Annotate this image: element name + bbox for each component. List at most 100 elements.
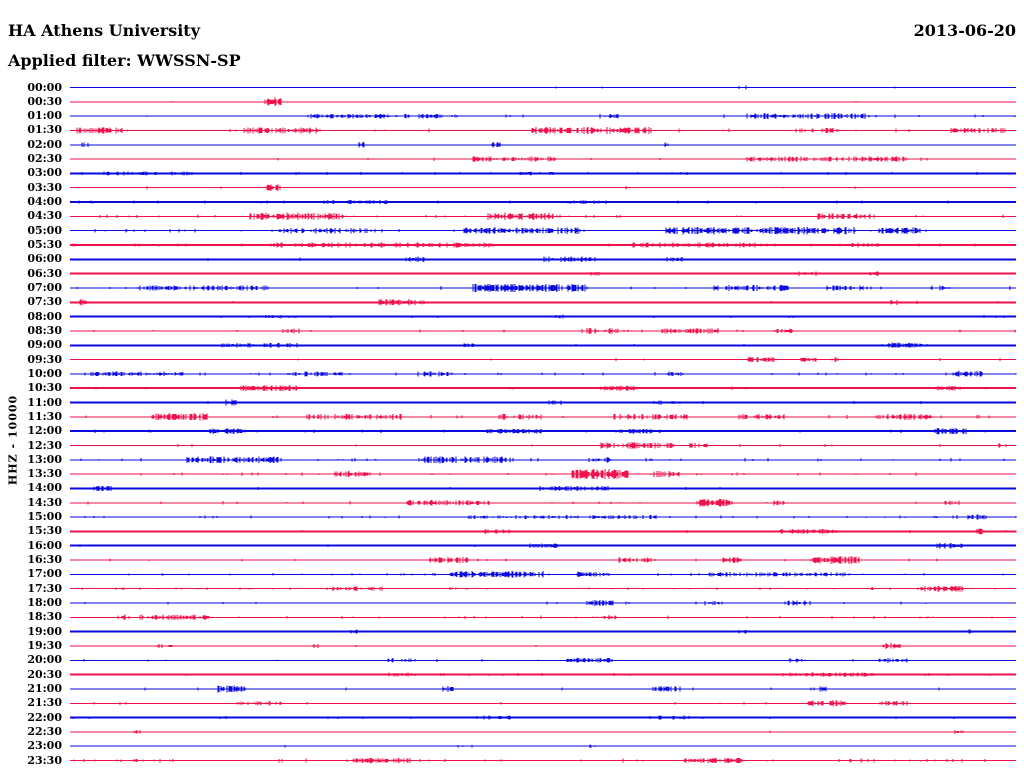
trace-time-label: 05:00 [27, 223, 62, 237]
seismic-trace-noise [79, 299, 1013, 306]
seismic-trace-noise [109, 556, 938, 565]
seismic-trace-noise [93, 328, 1016, 334]
trace-time-label: 18:30 [27, 610, 62, 624]
trace-time-label: 16:30 [27, 553, 62, 567]
applied-filter-label: Applied filter: WWSSN-SP [8, 51, 241, 70]
trace-time-label: 14:30 [27, 495, 62, 509]
seismic-trace-noise [144, 685, 940, 693]
seismic-trace-noise [177, 672, 1011, 677]
seismic-trace-noise [85, 413, 990, 421]
seismic-trace-noise [84, 600, 1009, 607]
seismic-trace-noise [79, 171, 995, 176]
trace-time-label: 05:30 [27, 238, 62, 252]
trace-time-label: 12:00 [27, 424, 62, 438]
trace-time-label: 03:00 [27, 166, 62, 180]
seismic-trace-noise [297, 356, 1001, 363]
seismic-trace-noise [105, 629, 974, 634]
trace-time-label: 08:00 [27, 309, 62, 323]
seismic-trace-noise [85, 399, 922, 406]
station-title: HA Athens University [8, 21, 200, 40]
seismic-trace-noise [171, 97, 857, 107]
seismic-trace-noise [301, 528, 1017, 535]
seismic-trace-noise [94, 428, 986, 435]
trace-time-label: 07:00 [27, 280, 62, 294]
seismic-trace-noise [72, 715, 1001, 720]
trace-time-label: 04:30 [27, 209, 62, 223]
seismic-trace-noise [84, 371, 1017, 377]
trace-time-label: 01:30 [27, 123, 62, 137]
seismic-trace-noise [146, 184, 856, 191]
trace-time-label: 00:30 [27, 94, 62, 108]
trace-time-label: 06:30 [27, 266, 62, 280]
seismic-trace-noise [87, 499, 960, 507]
seismic-trace-noise [128, 571, 1004, 578]
trace-time-label: 23:30 [27, 753, 62, 767]
trace-time-label: 03:30 [27, 180, 62, 194]
trace-time-label: 15:00 [27, 510, 62, 524]
trace-time-label: 22:00 [27, 710, 62, 724]
seismic-trace-noise [117, 614, 993, 620]
trace-time-label: 10:30 [27, 381, 62, 395]
seismic-trace-noise [81, 142, 669, 148]
trace-time-label: 09:30 [27, 352, 62, 366]
trace-time-label: 17:00 [27, 567, 62, 581]
trace-time-label: 18:00 [27, 596, 62, 610]
record-date: 2013-06-20 [913, 21, 1016, 40]
seismic-trace-noise [93, 700, 908, 707]
trace-time-label: 21:00 [27, 681, 62, 695]
trace-time-label: 09:00 [27, 338, 62, 352]
trace-time-label: 06:00 [27, 252, 62, 266]
seismic-trace-noise [133, 729, 964, 734]
trace-time-label: 07:30 [27, 295, 62, 309]
seismic-trace-noise [76, 126, 1006, 134]
trace-time-label: 02:30 [27, 152, 62, 166]
trace-time-label: 11:00 [27, 395, 62, 409]
seismic-trace-noise [140, 469, 917, 480]
seismic-trace-noise [72, 242, 1007, 248]
seismic-trace-noise [91, 113, 1016, 120]
seismic-trace-noise [277, 156, 928, 162]
trace-time-label: 15:30 [27, 524, 62, 538]
trace-time-label: 12:30 [27, 438, 62, 452]
seismic-trace-noise [83, 657, 908, 663]
seismic-trace-noise [70, 212, 1004, 221]
trace-time-label: 19:00 [27, 624, 62, 638]
trace-time-label: 20:00 [27, 653, 62, 667]
seismic-trace-noise [284, 744, 596, 748]
seismic-trace-noise [157, 643, 901, 649]
trace-time-label: 11:30 [27, 409, 62, 423]
trace-time-label: 00:00 [27, 80, 62, 94]
trace-time-label: 01:00 [27, 109, 62, 123]
trace-time-label: 19:30 [27, 638, 62, 652]
seismic-trace-noise [531, 271, 879, 276]
seismic-trace-noise [142, 314, 1006, 319]
trace-time-label: 13:30 [27, 467, 62, 481]
trace-time-label: 02:00 [27, 137, 62, 151]
seismic-trace-noise [79, 543, 963, 549]
seismic-trace-noise [81, 585, 996, 592]
seismic-trace-noise [78, 200, 987, 205]
trace-time-label: 08:30 [27, 323, 62, 337]
seismic-trace-noise [207, 256, 822, 262]
seismic-trace-noise [95, 385, 987, 391]
trace-time-label: 14:00 [27, 481, 62, 495]
seismic-trace-noise [80, 456, 1005, 464]
trace-time-label: 21:30 [27, 696, 62, 710]
seismic-trace-noise [73, 757, 986, 764]
seismic-trace-noise [93, 485, 954, 492]
trace-time-label: 22:30 [27, 724, 62, 738]
time-labels: 00:00 00:30 01:00 01:30 02:00 02:30 03:00 03:30… [0, 0, 62, 780]
trace-time-label: 23:00 [27, 739, 62, 753]
seismic-trace-noise [154, 342, 969, 348]
trace-time-label: 04:00 [27, 195, 62, 209]
trace-time-label: 17:30 [27, 581, 62, 595]
seismic-trace-noise [555, 85, 896, 90]
seismic-trace-noise [76, 284, 1011, 292]
trace-time-label: 13:00 [27, 452, 62, 466]
seismic-trace-noise [84, 514, 1017, 520]
trace-time-label: 20:30 [27, 667, 62, 681]
trace-time-label: 10:00 [27, 366, 62, 380]
seismic-trace-noise [94, 227, 927, 235]
seismic-trace-noise [177, 442, 1007, 449]
